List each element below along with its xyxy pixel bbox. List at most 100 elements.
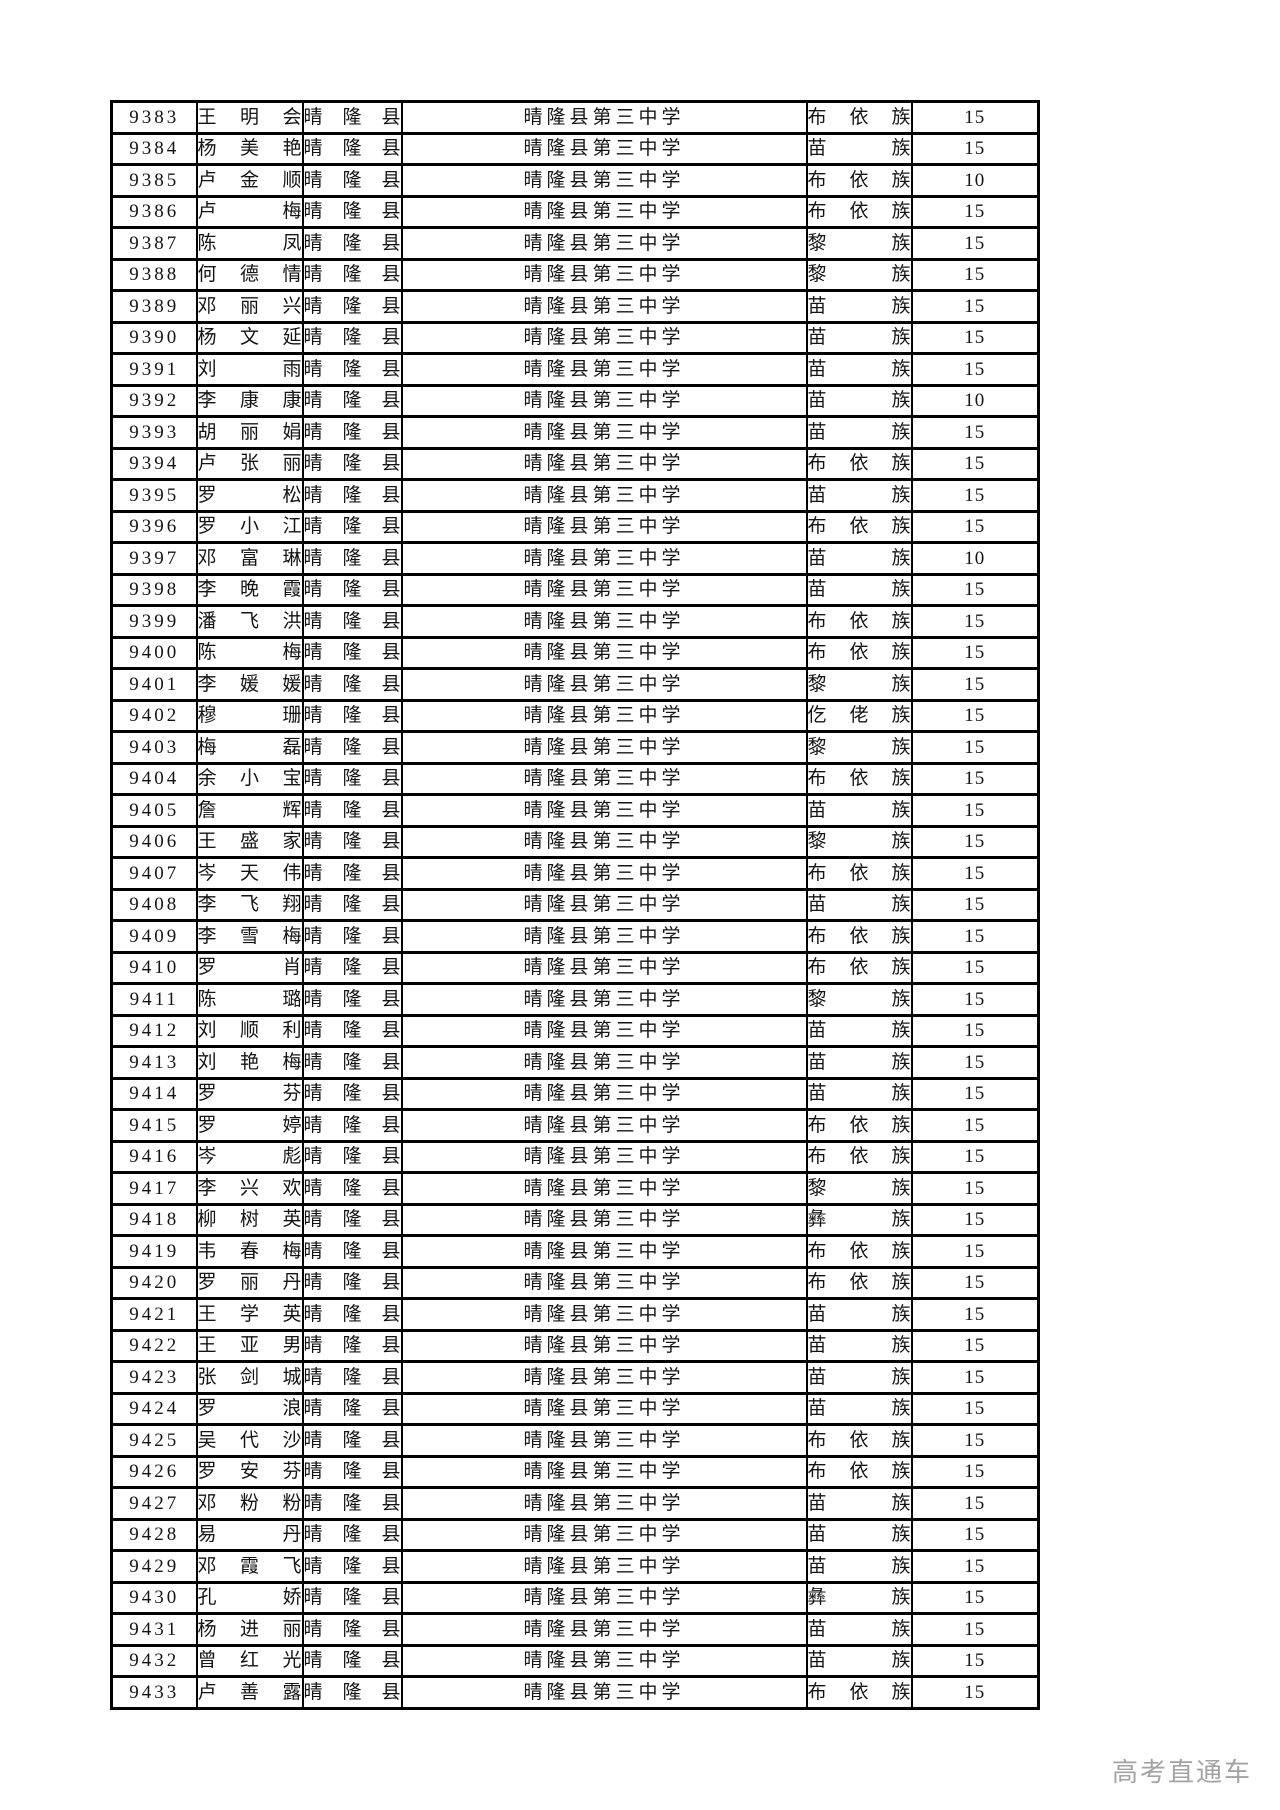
cell-bonus-points: 15 — [910, 1076, 1040, 1111]
cell-county: 晴隆县 — [301, 194, 403, 229]
cell-ethnicity: 苗族 — [805, 383, 913, 418]
cell-ethnicity: 苗族 — [805, 352, 913, 387]
cell-serial-number: 9432 — [110, 1643, 198, 1678]
cell-student-name: 詹辉 — [195, 793, 304, 828]
cell-county: 晴隆县 — [301, 541, 403, 576]
cell-ethnicity: 布依族 — [805, 919, 913, 954]
cell-bonus-points: 15 — [910, 1108, 1040, 1143]
cell-student-name: 罗芬 — [195, 1076, 304, 1111]
cell-serial-number: 9397 — [110, 541, 198, 576]
cell-student-name: 罗婷 — [195, 1108, 304, 1143]
cell-county: 晴隆县 — [301, 572, 403, 607]
table-row: 9408 李飞翔 晴隆县 晴隆县第三中学 苗族 15 — [110, 887, 1040, 922]
cell-bonus-points: 15 — [910, 1486, 1040, 1521]
cell-serial-number: 9392 — [110, 383, 198, 418]
cell-student-name: 罗丽丹 — [195, 1265, 304, 1300]
cell-school: 晴隆县第三中学 — [400, 1202, 808, 1237]
cell-bonus-points: 15 — [910, 761, 1040, 796]
table-row: 9413 刘艳梅 晴隆县 晴隆县第三中学 苗族 15 — [110, 1045, 1040, 1080]
cell-student-name: 陈梅 — [195, 635, 304, 670]
cell-serial-number: 9387 — [110, 226, 198, 261]
table-row: 9392 李康康 晴隆县 晴隆县第三中学 苗族 10 — [110, 383, 1040, 418]
cell-county: 晴隆县 — [301, 509, 403, 544]
cell-school: 晴隆县第三中学 — [400, 635, 808, 670]
cell-school: 晴隆县第三中学 — [400, 1328, 808, 1363]
cell-student-name: 邓霞飞 — [195, 1549, 304, 1584]
cell-bonus-points: 15 — [910, 1297, 1040, 1332]
cell-ethnicity: 布依族 — [805, 856, 913, 891]
cell-bonus-points: 15 — [910, 982, 1040, 1017]
cell-student-name: 曾红光 — [195, 1643, 304, 1678]
cell-serial-number: 9429 — [110, 1549, 198, 1584]
table-row: 9404 余小宝 晴隆县 晴隆县第三中学 布依族 15 — [110, 761, 1040, 796]
table-row: 9429 邓霞飞 晴隆县 晴隆县第三中学 苗族 15 — [110, 1549, 1040, 1584]
cell-school: 晴隆县第三中学 — [400, 1076, 808, 1111]
watermark-text: 高考直通车 — [1111, 1757, 1252, 1787]
cell-student-name: 罗松 — [195, 478, 304, 513]
cell-ethnicity: 黎族 — [805, 226, 913, 261]
cell-student-name: 王亚男 — [195, 1328, 304, 1363]
cell-serial-number: 9396 — [110, 509, 198, 544]
cell-county: 晴隆县 — [301, 257, 403, 292]
cell-student-name: 穆珊 — [195, 698, 304, 733]
cell-county: 晴隆县 — [301, 1076, 403, 1111]
table-row: 9383 王明会 晴隆县 晴隆县第三中学 布依族 15 — [110, 100, 1040, 135]
cell-serial-number: 9391 — [110, 352, 198, 387]
cell-county: 晴隆县 — [301, 635, 403, 670]
table-row: 9421 王学英 晴隆县 晴隆县第三中学 苗族 15 — [110, 1297, 1040, 1332]
cell-school: 晴隆县第三中学 — [400, 446, 808, 481]
cell-serial-number: 9409 — [110, 919, 198, 954]
cell-bonus-points: 15 — [910, 415, 1040, 450]
cell-school: 晴隆县第三中学 — [400, 163, 808, 198]
cell-serial-number: 9407 — [110, 856, 198, 891]
cell-ethnicity: 布依族 — [805, 1675, 913, 1710]
cell-serial-number: 9422 — [110, 1328, 198, 1363]
cell-school: 晴隆县第三中学 — [400, 1549, 808, 1584]
cell-ethnicity: 彝族 — [805, 1202, 913, 1237]
cell-school: 晴隆县第三中学 — [400, 1297, 808, 1332]
cell-serial-number: 9404 — [110, 761, 198, 796]
cell-ethnicity: 苗族 — [805, 478, 913, 513]
cell-bonus-points: 15 — [910, 320, 1040, 355]
cell-serial-number: 9420 — [110, 1265, 198, 1300]
table-row: 9390 杨文延 晴隆县 晴隆县第三中学 苗族 15 — [110, 320, 1040, 355]
cell-ethnicity: 黎族 — [805, 667, 913, 702]
cell-school: 晴隆县第三中学 — [400, 950, 808, 985]
cell-student-name: 罗安芬 — [195, 1454, 304, 1489]
cell-ethnicity: 苗族 — [805, 289, 913, 324]
cell-serial-number: 9384 — [110, 131, 198, 166]
cell-ethnicity: 布依族 — [805, 1454, 913, 1489]
cell-serial-number: 9399 — [110, 604, 198, 639]
cell-ethnicity: 彝族 — [805, 1580, 913, 1615]
table-row: 9396 罗小江 晴隆县 晴隆县第三中学 布依族 15 — [110, 509, 1040, 544]
cell-county: 晴隆县 — [301, 1171, 403, 1206]
cell-county: 晴隆县 — [301, 163, 403, 198]
cell-ethnicity: 仡佬族 — [805, 698, 913, 733]
cell-county: 晴隆县 — [301, 1517, 403, 1552]
table-row: 9385 卢金顺 晴隆县 晴隆县第三中学 布依族 10 — [110, 163, 1040, 198]
cell-bonus-points: 15 — [910, 824, 1040, 859]
table-row: 9403 梅磊 晴隆县 晴隆县第三中学 黎族 15 — [110, 730, 1040, 765]
cell-bonus-points: 15 — [910, 1234, 1040, 1269]
cell-ethnicity: 布依族 — [805, 604, 913, 639]
cell-student-name: 柳树英 — [195, 1202, 304, 1237]
cell-school: 晴隆县第三中学 — [400, 1013, 808, 1048]
cell-school: 晴隆县第三中学 — [400, 919, 808, 954]
cell-county: 晴隆县 — [301, 320, 403, 355]
cell-school: 晴隆县第三中学 — [400, 856, 808, 891]
cell-county: 晴隆县 — [301, 415, 403, 450]
cell-school: 晴隆县第三中学 — [400, 509, 808, 544]
cell-student-name: 胡丽娟 — [195, 415, 304, 450]
cell-student-name: 张剑城 — [195, 1360, 304, 1395]
cell-serial-number: 9416 — [110, 1139, 198, 1174]
cell-serial-number: 9389 — [110, 289, 198, 324]
cell-student-name: 岑彪 — [195, 1139, 304, 1174]
cell-student-name: 罗浪 — [195, 1391, 304, 1426]
cell-school: 晴隆县第三中学 — [400, 1360, 808, 1395]
cell-ethnicity: 苗族 — [805, 1328, 913, 1363]
cell-serial-number: 9400 — [110, 635, 198, 670]
cell-school: 晴隆县第三中学 — [400, 1454, 808, 1489]
table-row: 9426 罗安芬 晴隆县 晴隆县第三中学 布依族 15 — [110, 1454, 1040, 1489]
cell-student-name: 刘顺利 — [195, 1013, 304, 1048]
table-row: 9418 柳树英 晴隆县 晴隆县第三中学 彝族 15 — [110, 1202, 1040, 1237]
